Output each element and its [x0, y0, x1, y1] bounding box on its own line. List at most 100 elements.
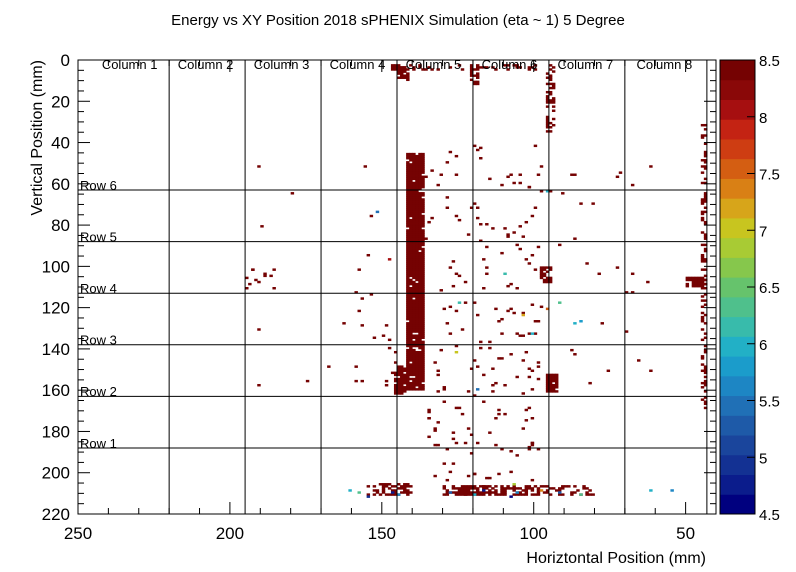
heatmap-cell	[421, 278, 425, 282]
heatmap-cell	[558, 301, 562, 304]
color-scale-label: 5	[759, 450, 767, 467]
heatmap-cell	[697, 284, 702, 288]
heatmap-cell	[406, 309, 410, 313]
heatmap-cell	[536, 320, 541, 323]
heatmap-cell	[570, 491, 574, 494]
color-scale: 4.555.566.577.588.5	[719, 53, 780, 524]
heatmap-cell	[418, 375, 422, 379]
heatmap-cell	[397, 72, 401, 75]
heatmap-cell	[475, 493, 480, 496]
heatmap-cell	[700, 320, 705, 323]
heatmap-cell	[384, 383, 389, 387]
heatmap-cell	[406, 156, 410, 160]
heatmap-cell	[393, 377, 398, 381]
heatmap-cell	[548, 82, 553, 86]
y-tick-label: 140	[42, 340, 70, 359]
heatmap-cell	[548, 190, 553, 193]
heatmap-cell	[406, 344, 410, 348]
heatmap-cell	[485, 485, 489, 488]
heatmap-cell	[393, 373, 398, 377]
heatmap-cell	[700, 165, 705, 168]
heatmap-cell	[506, 235, 510, 238]
heatmap-cell	[400, 485, 404, 488]
heatmap-cell	[412, 154, 416, 158]
heatmap-cell	[415, 266, 419, 269]
heatmap-cell	[703, 260, 708, 263]
heatmap-cell	[409, 235, 413, 238]
heatmap-cell	[397, 367, 401, 370]
heatmap-cell	[530, 478, 535, 482]
heatmap-cell	[485, 491, 489, 494]
heatmap-cell	[412, 270, 416, 273]
heatmap-cell	[400, 76, 404, 79]
heatmap-cell	[412, 307, 416, 311]
heatmap-cell	[421, 208, 425, 212]
heatmap-cell	[700, 171, 705, 174]
heatmap-cell	[515, 493, 519, 496]
heatmap-cell	[485, 476, 489, 480]
heatmap-cell	[418, 270, 422, 273]
heatmap-cell	[418, 379, 422, 383]
heatmap-cell	[421, 303, 425, 306]
heatmap-cell	[685, 284, 690, 288]
heatmap-cell	[448, 332, 453, 335]
heatmap-cell	[421, 317, 425, 321]
heatmap-cell	[512, 231, 516, 234]
heatmap-cell	[451, 284, 456, 288]
heatmap-cell	[427, 66, 431, 69]
heatmap-cell	[406, 154, 410, 158]
heatmap-cell	[412, 280, 416, 284]
heatmap-cell	[418, 192, 422, 195]
heatmap-cell	[412, 167, 416, 170]
heatmap-cell	[415, 287, 419, 290]
heatmap-cell	[412, 301, 416, 304]
heatmap-cell	[342, 322, 346, 325]
heatmap-cell	[430, 169, 434, 172]
heatmap-cell	[646, 280, 650, 284]
heatmap-cell	[548, 121, 553, 125]
heatmap-cell	[406, 491, 410, 494]
heatmap-cell	[409, 287, 413, 290]
heatmap-cell	[406, 187, 410, 191]
heatmap-cell	[482, 487, 486, 490]
heatmap-cell	[409, 342, 413, 346]
heatmap-cell	[554, 373, 559, 377]
heatmap-cell	[460, 412, 465, 416]
heatmap-cell	[576, 489, 580, 492]
heatmap-cell	[406, 165, 410, 168]
heatmap-cell	[260, 225, 264, 228]
heatmap-cell	[415, 377, 419, 381]
heatmap-cell	[409, 383, 413, 387]
heatmap-cell	[393, 485, 398, 488]
heatmap-cell	[415, 278, 419, 282]
x-tick-label: 250	[64, 524, 92, 543]
heatmap-cell	[418, 324, 422, 327]
heatmap-cell	[415, 379, 419, 383]
heatmap-cell	[491, 390, 495, 393]
heatmap-cell	[403, 487, 407, 490]
heatmap-cell	[406, 324, 410, 327]
heatmap-cell	[558, 493, 562, 496]
heatmap-cell	[403, 381, 407, 385]
heatmap-cell	[415, 309, 419, 313]
heatmap-cell	[515, 491, 519, 494]
heatmap-cell	[421, 198, 425, 201]
heatmap-cell	[545, 491, 550, 494]
heatmap-cell	[536, 491, 541, 494]
heatmap-cell	[475, 206, 480, 209]
heatmap-cell	[412, 187, 416, 191]
heatmap-cell	[439, 348, 443, 352]
heatmap-cell	[518, 491, 522, 494]
heatmap-cell	[409, 291, 413, 294]
heatmap-cell	[257, 280, 261, 284]
heatmap-cell	[421, 233, 425, 236]
heatmap-cell	[421, 179, 425, 183]
heatmap-cell	[454, 309, 459, 313]
heatmap-cell	[703, 258, 708, 261]
heatmap-cell	[366, 495, 371, 498]
heatmap-cell	[403, 379, 407, 383]
heatmap-cell	[703, 282, 708, 286]
heatmap-cell	[412, 383, 416, 387]
heatmap-cell	[421, 291, 425, 294]
heatmap-cell	[421, 301, 425, 304]
